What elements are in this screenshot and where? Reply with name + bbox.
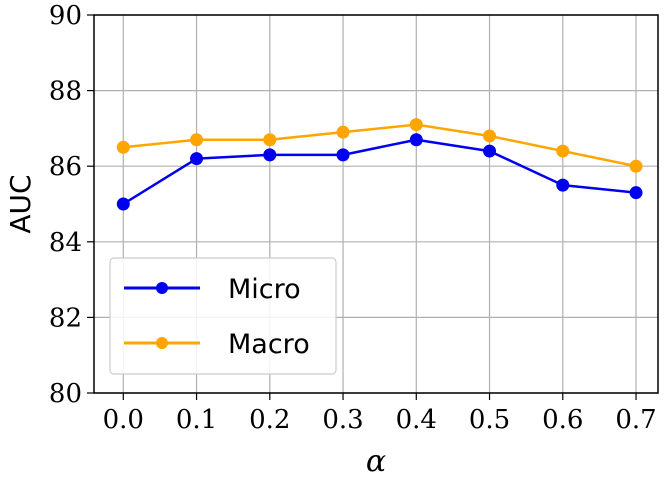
data-point-macro [263, 133, 277, 147]
data-point-macro [116, 140, 130, 154]
legend-entry-micro: Micro [124, 274, 301, 305]
data-point-macro [190, 133, 204, 147]
data-point-macro [409, 118, 423, 132]
data-point-macro [629, 159, 643, 173]
y-tick-label: 88 [49, 77, 82, 107]
legend: Micro Macro [109, 257, 337, 375]
data-point-macro [556, 144, 570, 158]
data-point-micro [190, 152, 204, 166]
data-point-micro [629, 186, 643, 200]
series-layer [116, 118, 643, 211]
y-tick-label: 82 [49, 303, 82, 333]
plot-frame [93, 14, 659, 394]
y-tick-label: 86 [49, 152, 82, 182]
data-point-micro [409, 133, 423, 147]
legend-label-micro: Micro [228, 274, 301, 305]
x-tick-label: 0.5 [469, 405, 510, 435]
data-point-micro [483, 144, 497, 158]
y-tick-label: 90 [49, 1, 82, 31]
data-point-micro [263, 148, 277, 162]
x-tick-label: 0.3 [322, 405, 363, 435]
data-point-macro [336, 125, 350, 139]
legend-entry-macro: Macro [124, 329, 310, 360]
legend-label-macro: Macro [228, 329, 310, 360]
x-tick-label: 0.7 [615, 405, 656, 435]
legend-marker-macro [156, 337, 168, 349]
x-axis-label: α [366, 444, 386, 477]
legend-marker-micro [156, 282, 168, 294]
x-tick-label: 0.0 [103, 405, 144, 435]
x-tick-label: 0.6 [542, 405, 583, 435]
x-tick-label: 0.4 [396, 405, 437, 435]
data-point-macro [483, 129, 497, 143]
data-point-micro [336, 148, 350, 162]
data-point-micro [556, 178, 570, 192]
y-tick-label: 84 [49, 228, 82, 258]
series-line-macro [123, 123, 637, 168]
x-tick-label: 0.1 [176, 405, 217, 435]
axis-ticks: 0.0 0.1 0.2 0.3 0.4 0.5 0.6 0.7 80 82 84 86 88 90 [49, 1, 657, 435]
x-tick-label: 0.2 [249, 405, 290, 435]
y-axis-label: AUC [4, 174, 37, 233]
data-point-micro [116, 197, 130, 211]
y-tick-label: 80 [49, 379, 82, 409]
series-line-micro [122, 138, 637, 206]
